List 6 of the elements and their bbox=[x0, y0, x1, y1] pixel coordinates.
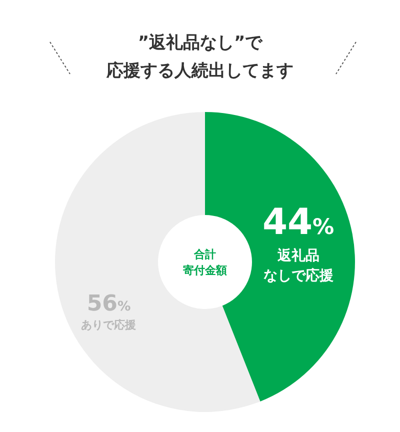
data-label: 44% bbox=[262, 202, 334, 244]
chart-title: ”返礼品なし”で応援する人続出してます bbox=[106, 33, 294, 81]
slice-label: 返礼品なしで応援 bbox=[263, 247, 334, 284]
text: 合計寄付金額 bbox=[183, 248, 227, 277]
donut-slice bbox=[205, 112, 355, 402]
donut-slice bbox=[55, 112, 260, 412]
